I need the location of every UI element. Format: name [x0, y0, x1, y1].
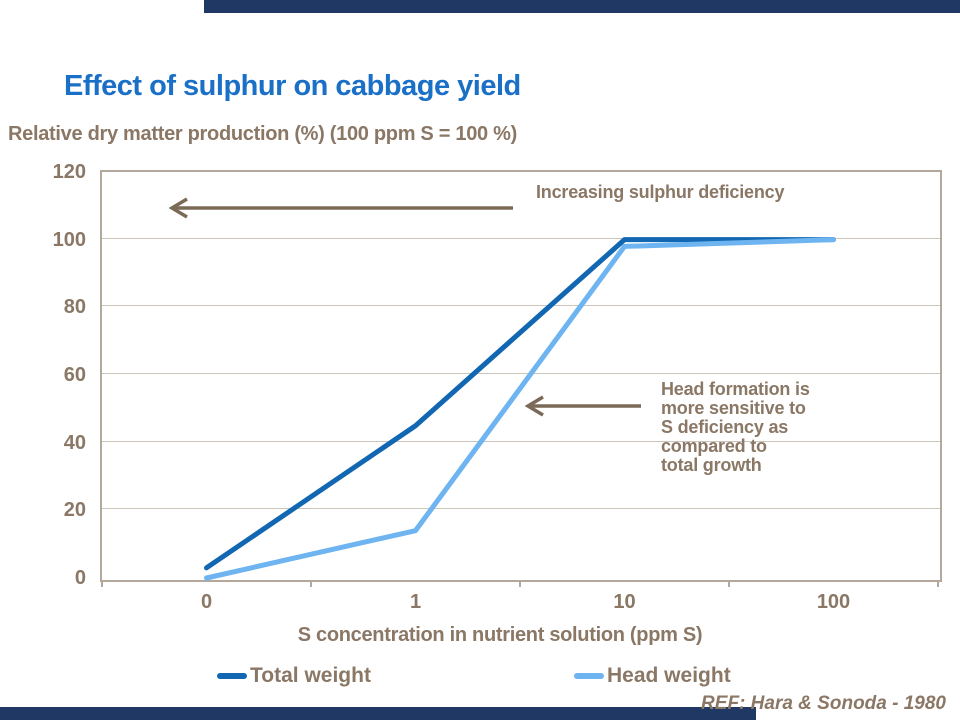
y-tick-label-120: 120 [52, 161, 86, 183]
head-weight-line-swatch [574, 673, 604, 679]
y-tick-label-40: 40 [63, 431, 86, 454]
legend-label-head-weight: Head weight [607, 664, 731, 687]
y-tick-label-100: 100 [52, 228, 86, 251]
slide-title: Effect of sulphur on cabbage yield [64, 70, 521, 102]
gridline-80 [102, 305, 940, 307]
plot-area [100, 170, 942, 582]
gridline-60 [102, 373, 940, 374]
reference-citation: REF: Hara & Sonoda - 1980 [701, 693, 946, 714]
bottom-accent-bar [0, 707, 756, 720]
legend-entry-head-weight: Head weight [574, 664, 731, 688]
legend-entry-total-weight: Total weight [217, 664, 371, 688]
y-axis-caption: Relative dry matter production (%) (100 … [8, 123, 517, 145]
annotation-increasing-sulphur-deficiency: Increasing sulphur deficiency [536, 182, 785, 202]
x-tick-label-100: 100 [816, 591, 851, 613]
annotation-line: more sensitive to [661, 398, 806, 418]
legend-label-total-weight: Total weight [250, 664, 371, 687]
x-axis-title: S concentration in nutrient solution (pp… [297, 624, 703, 646]
y-tick-label-60: 60 [63, 364, 86, 386]
annotation-head-formation: Head formation is more sensitive to S de… [661, 380, 810, 475]
top-accent-bar [204, 0, 960, 13]
x-tick-label-10: 10 [613, 591, 636, 613]
y-tick-label-20: 20 [63, 499, 86, 522]
x-tick-label-1: 1 [409, 591, 422, 613]
x-tick-label-0: 0 [200, 591, 213, 613]
annotation-line: total growth [661, 455, 762, 475]
gridline-100 [102, 237, 940, 239]
y-tick-label-0: 0 [74, 567, 86, 589]
gridline-20 [102, 508, 940, 510]
annotation-line: compared to [661, 436, 767, 456]
annotation-line: Head formation is [661, 379, 810, 399]
total-weight-line-swatch [217, 673, 247, 679]
y-tick-label-80: 80 [63, 296, 86, 319]
gridline-40 [102, 440, 940, 442]
annotation-line: S deficiency as [661, 417, 789, 437]
